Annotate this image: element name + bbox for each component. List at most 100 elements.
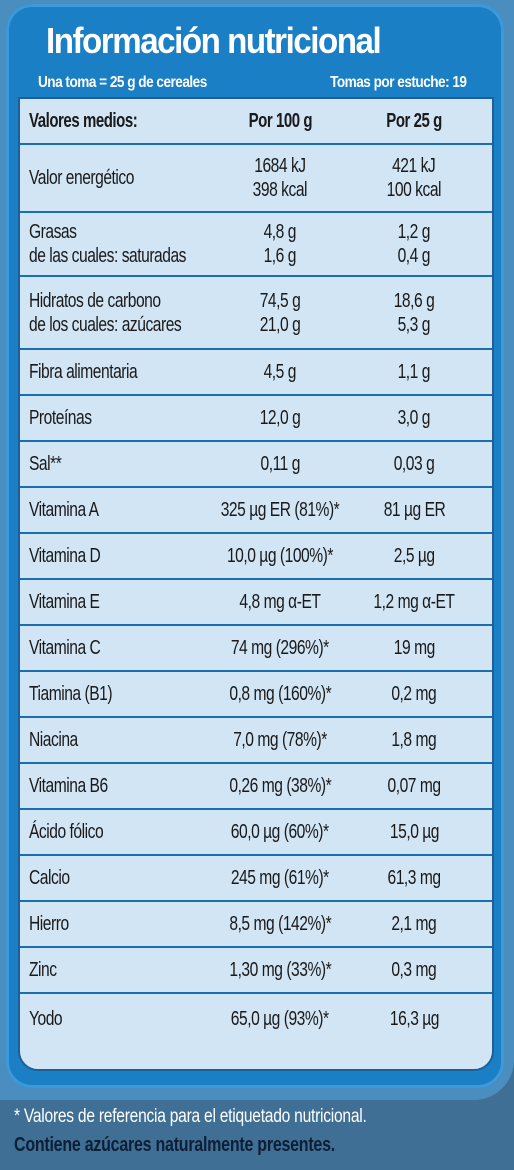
nutrient-name: Vitamina D — [29, 534, 120, 578]
value-per100: 12,0 g — [220, 396, 340, 440]
nutrient-name: Tiamina (B1) — [29, 672, 136, 716]
value-per100: 8,5 mg (142%)* — [220, 902, 340, 946]
value-per25-line: 1,8 mg — [391, 729, 437, 751]
nutrient-name-line: Niacina — [29, 729, 78, 751]
value-per25: 3,0 g — [354, 396, 474, 440]
value-per25-line: 0,03 g — [393, 453, 435, 475]
value-per25-line: 2,1 mg — [391, 913, 437, 935]
value-per100-line: 0,11 g — [260, 453, 300, 475]
table-row: Calcio 245 mg (61%)* 61,3 mg — [20, 856, 492, 902]
value-per100: 4,8 g 1,6 g — [220, 213, 340, 275]
value-per25: 1,2 mg α-ET — [354, 580, 474, 624]
value-per100: 4,5 g — [220, 350, 340, 394]
nutrient-name: Sal** — [29, 442, 70, 486]
value-per25-line: 0,4 g — [397, 245, 431, 267]
value-per100-line: 10,0 µg (100%)* — [226, 545, 334, 567]
value-per25-line: 0,2 mg — [391, 683, 437, 705]
value-per25-line: 16,3 µg — [389, 1007, 439, 1030]
value-per100-line: 74,5 g — [259, 289, 301, 312]
nutrient-name: Vitamina C — [29, 626, 120, 670]
value-per100-line: 4,8 mg α-ET — [239, 591, 321, 613]
nutrient-name: Vitamina E — [29, 580, 119, 624]
value-per100-line: 4,8 g — [263, 221, 297, 243]
value-per25-line: 19 mg — [393, 637, 435, 659]
value-per25: 0,3 mg — [354, 948, 474, 992]
value-per100-line: 60,0 µg (60%)* — [231, 821, 329, 843]
value-per25-line: 1,2 g — [397, 221, 431, 243]
value-per25-line: 18,6 g — [393, 289, 435, 312]
value-per25: 19 mg — [354, 626, 474, 670]
value-per100: 325 µg ER (81%)* — [220, 488, 340, 532]
value-per25: 0,03 g — [354, 442, 474, 486]
value-per25-line: 3,0 g — [397, 407, 431, 429]
servings-per-box: Tomas por estuche: 19 — [329, 74, 467, 91]
value-per25: 61,3 mg — [354, 856, 474, 900]
value-per100-line: 65,0 µg (93%)* — [231, 1007, 329, 1030]
value-per100-line: 21,0 g — [259, 313, 301, 336]
nutrient-name-line: Vitamina E — [29, 591, 100, 613]
value-per100-line: 1,6 g — [263, 245, 297, 267]
value-per25-line: 0,3 mg — [391, 959, 437, 981]
value-per100-line: 245 mg (61%)* — [231, 867, 329, 889]
nutrient-name-line: Vitamina D — [29, 545, 101, 567]
value-per25: 15,0 µg — [354, 810, 474, 854]
value-per100: 1,30 mg (33%)* — [220, 948, 340, 992]
value-per25: 81 µg ER — [354, 488, 474, 532]
panel-title: Información nutricional — [46, 20, 382, 61]
table-row: Tiamina (B1) 0,8 mg (160%)* 0,2 mg — [20, 672, 492, 718]
value-per100-line: 0,8 mg (160%)* — [229, 683, 331, 705]
footnote-sugars: Contiene azúcares naturalmente presentes… — [14, 1134, 335, 1156]
nutrient-name: Zinc — [29, 948, 64, 992]
nutrient-name-line: Yodo — [29, 1007, 63, 1030]
table-row: Valor energético 1684 kJ 398 kcal 421 kJ 100… — [20, 145, 492, 213]
value-per100-line: 8,5 mg (142%)* — [229, 913, 331, 935]
value-per100-line: 7,0 mg (78%)* — [233, 729, 327, 751]
value-per25-line: 1,2 mg α-ET — [373, 591, 455, 613]
table-row: Sal** 0,11 g 0,03 g — [20, 442, 492, 488]
nutrient-name-line: Ácido fólico — [29, 821, 104, 843]
value-per100: 1684 kJ 398 kcal — [220, 145, 340, 211]
value-per25-line: 81 µg ER — [383, 499, 445, 521]
nutrient-name: Fibra alimentaria — [29, 350, 168, 394]
nutrient-name: Grasas de las cuales: saturadas — [29, 213, 230, 275]
table-row: Zinc 1,30 mg (33%)* 0,3 mg — [20, 948, 492, 994]
value-per100: 7,0 mg (78%)* — [220, 718, 340, 762]
nutrient-name-line: Grasas — [29, 221, 77, 243]
value-per100-line: 0,26 mg (38%)* — [229, 775, 331, 797]
nutrient-name-line: Fibra alimentaria — [29, 361, 138, 383]
table-row: Vitamina C 74 mg (296%)* 19 mg — [20, 626, 492, 672]
value-per100: 74 mg (296%)* — [220, 626, 340, 670]
value-per100: 0,11 g — [220, 442, 340, 486]
nutrient-name: Calcio — [29, 856, 81, 900]
serving-size: Una toma = 25 g de cereales — [38, 74, 207, 91]
value-per25: 421 kJ 100 kcal — [354, 145, 474, 211]
table-row: Hidratos de carbono de los cuales: azúcar… — [20, 277, 492, 350]
nutrient-name: Vitamina A — [29, 488, 118, 532]
header-per100: Por 100 g — [248, 110, 312, 132]
value-per25: 1,2 g 0,4 g — [354, 213, 474, 275]
nutrient-name-line: Zinc — [29, 959, 57, 981]
table-header-row: Valores medios: Por 100 g Por 25 g — [20, 99, 492, 145]
value-per100-line: 74 mg (296%)* — [231, 637, 329, 659]
value-per100-line: 325 µg ER (81%)* — [220, 499, 340, 521]
nutrient-name: Niacina — [29, 718, 92, 762]
value-per25-line: 0,07 mg — [387, 775, 441, 797]
nutrient-name-line: Valor energético — [29, 167, 134, 189]
table-row: Hierro 8,5 mg (142%)* 2,1 mg — [20, 902, 492, 948]
value-per100-line: 1684 kJ — [254, 155, 306, 177]
table-row: Vitamina B6 0,26 mg (38%)* 0,07 mg — [20, 764, 492, 810]
value-per100-line: 12,0 g — [259, 407, 301, 429]
value-per100-line: 1,30 mg (33%)* — [229, 959, 331, 981]
value-per25-line: 2,5 µg — [393, 545, 435, 567]
value-per25-line: 421 kJ — [392, 155, 436, 177]
value-per100: 74,5 g 21,0 g — [220, 277, 340, 348]
value-per100: 4,8 mg α-ET — [220, 580, 340, 624]
value-per100: 245 mg (61%)* — [220, 856, 340, 900]
value-per100: 60,0 µg (60%)* — [220, 810, 340, 854]
nutrient-name: Hierro — [29, 902, 80, 946]
value-per25: 0,2 mg — [354, 672, 474, 716]
table-row: Grasas de las cuales: saturadas 4,8 g 1,6 g… — [20, 213, 492, 277]
table-row: Ácido fólico 60,0 µg (60%)* 15,0 µg — [20, 810, 492, 856]
table-row: Vitamina E 4,8 mg α-ET 1,2 mg α-ET — [20, 580, 492, 626]
value-per100: 0,26 mg (38%)* — [220, 764, 340, 808]
